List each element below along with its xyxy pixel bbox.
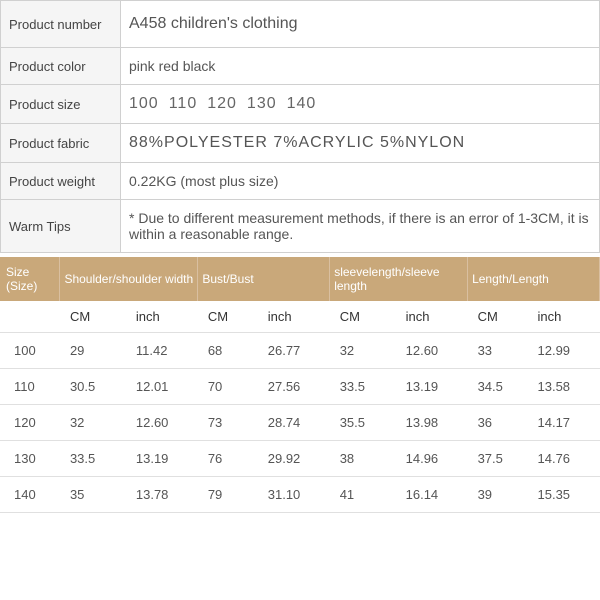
unit-cell: inch bbox=[528, 301, 600, 333]
info-value: 100 110 120 130 140 bbox=[121, 85, 600, 124]
size-cell: 33.5 bbox=[330, 369, 396, 405]
size-cell: 41 bbox=[330, 477, 396, 513]
size-cell: 29.92 bbox=[258, 441, 330, 477]
size-cell: 28.74 bbox=[258, 405, 330, 441]
size-cell: 79 bbox=[198, 477, 258, 513]
size-cell: 31.10 bbox=[258, 477, 330, 513]
size-header-cell: Bust/Bust bbox=[198, 257, 330, 301]
size-cell: 15.35 bbox=[528, 477, 600, 513]
unit-cell: inch bbox=[396, 301, 468, 333]
size-cell: 76 bbox=[198, 441, 258, 477]
size-chart-table: Size (Size)Shoulder/shoulder widthBust/B… bbox=[0, 257, 600, 513]
info-row: Warm Tips* Due to different measurement … bbox=[1, 200, 600, 253]
size-option: 120 bbox=[207, 95, 237, 112]
size-cell: 14.76 bbox=[528, 441, 600, 477]
size-header-cell: Length/Length bbox=[468, 257, 600, 301]
size-row: 1203212.607328.7435.513.983614.17 bbox=[0, 405, 600, 441]
size-cell: 70 bbox=[198, 369, 258, 405]
size-header-cell: Shoulder/shoulder width bbox=[60, 257, 198, 301]
info-row: Product size 100 110 120 130 140 bbox=[1, 85, 600, 124]
info-row: Product weight0.22KG (most plus size) bbox=[1, 163, 600, 200]
unit-cell: CM bbox=[60, 301, 126, 333]
size-cell: 26.77 bbox=[258, 333, 330, 369]
size-cell: 29 bbox=[60, 333, 126, 369]
info-label: Product weight bbox=[1, 163, 121, 200]
size-cell: 13.19 bbox=[126, 441, 198, 477]
size-cell: 12.60 bbox=[126, 405, 198, 441]
size-cell: 100 bbox=[0, 333, 60, 369]
size-cell: 12.60 bbox=[396, 333, 468, 369]
size-cell: 33.5 bbox=[60, 441, 126, 477]
size-cell: 68 bbox=[198, 333, 258, 369]
size-header-cell: Size (Size) bbox=[0, 257, 60, 301]
size-cell: 32 bbox=[330, 333, 396, 369]
info-value: 88%POLYESTER 7%ACRYLIC 5%NYLON bbox=[121, 124, 600, 163]
info-label: Warm Tips bbox=[1, 200, 121, 253]
info-value: pink red black bbox=[121, 48, 600, 85]
size-option: 130 bbox=[247, 95, 277, 112]
info-value: * Due to different measurement methods, … bbox=[121, 200, 600, 253]
size-option: 140 bbox=[287, 95, 317, 112]
size-cell: 39 bbox=[468, 477, 528, 513]
size-cell: 140 bbox=[0, 477, 60, 513]
info-label: Product size bbox=[1, 85, 121, 124]
unit-cell bbox=[0, 301, 60, 333]
size-cell: 35.5 bbox=[330, 405, 396, 441]
size-cell: 30.5 bbox=[60, 369, 126, 405]
info-label: Product number bbox=[1, 1, 121, 48]
size-row: 1002911.426826.773212.603312.99 bbox=[0, 333, 600, 369]
size-cell: 35 bbox=[60, 477, 126, 513]
size-cell: 13.58 bbox=[528, 369, 600, 405]
size-row: 1403513.787931.104116.143915.35 bbox=[0, 477, 600, 513]
size-cell: 38 bbox=[330, 441, 396, 477]
size-cell: 34.5 bbox=[468, 369, 528, 405]
size-cell: 13.19 bbox=[396, 369, 468, 405]
info-value: 0.22KG (most plus size) bbox=[121, 163, 600, 200]
info-label: Product fabric bbox=[1, 124, 121, 163]
size-cell: 16.14 bbox=[396, 477, 468, 513]
unit-cell: CM bbox=[330, 301, 396, 333]
size-row: 11030.512.017027.5633.513.1934.513.58 bbox=[0, 369, 600, 405]
size-cell: 13.98 bbox=[396, 405, 468, 441]
unit-cell: CM bbox=[198, 301, 258, 333]
info-row: Product numberA458 children's clothing bbox=[1, 1, 600, 48]
size-cell: 130 bbox=[0, 441, 60, 477]
size-cell: 27.56 bbox=[258, 369, 330, 405]
size-cell: 37.5 bbox=[468, 441, 528, 477]
product-info-table: Product numberA458 children's clothingPr… bbox=[0, 0, 600, 253]
unit-cell: CM bbox=[468, 301, 528, 333]
size-cell: 120 bbox=[0, 405, 60, 441]
size-option: 110 bbox=[169, 95, 198, 112]
unit-cell: inch bbox=[258, 301, 330, 333]
size-cell: 73 bbox=[198, 405, 258, 441]
size-cell: 32 bbox=[60, 405, 126, 441]
unit-cell: inch bbox=[126, 301, 198, 333]
info-value: A458 children's clothing bbox=[121, 1, 600, 48]
size-cell: 14.96 bbox=[396, 441, 468, 477]
info-label: Product color bbox=[1, 48, 121, 85]
size-cell: 36 bbox=[468, 405, 528, 441]
size-row: 13033.513.197629.923814.9637.514.76 bbox=[0, 441, 600, 477]
size-cell: 33 bbox=[468, 333, 528, 369]
info-row: Product fabric88%POLYESTER 7%ACRYLIC 5%N… bbox=[1, 124, 600, 163]
info-row: Product colorpink red black bbox=[1, 48, 600, 85]
size-option: 100 bbox=[129, 95, 159, 112]
size-cell: 11.42 bbox=[126, 333, 198, 369]
size-cell: 13.78 bbox=[126, 477, 198, 513]
size-header-cell: sleevelength/sleeve length bbox=[330, 257, 468, 301]
size-cell: 12.01 bbox=[126, 369, 198, 405]
size-cell: 110 bbox=[0, 369, 60, 405]
size-cell: 12.99 bbox=[528, 333, 600, 369]
size-cell: 14.17 bbox=[528, 405, 600, 441]
